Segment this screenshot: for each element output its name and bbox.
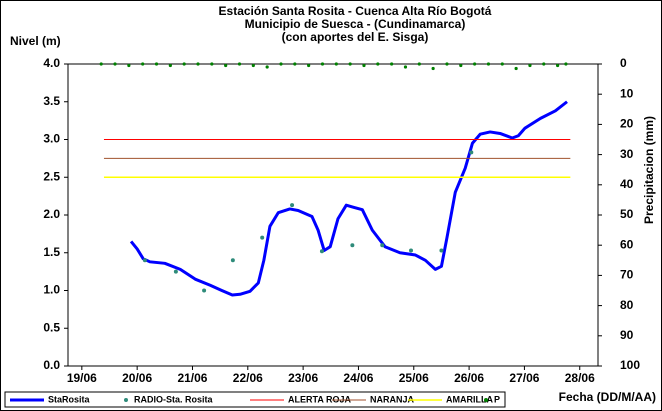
x-tick-label: 19/06 [67, 371, 97, 385]
series-point [380, 243, 385, 248]
series-point [224, 63, 228, 68]
chart-title: (con aportes del E. Sisga) [282, 30, 429, 44]
series-point [348, 62, 352, 66]
y-tick-label: 0.5 [43, 320, 60, 334]
series-point [556, 63, 560, 68]
chart-title: Municipio de Suesca - (Cundinamarca) [245, 17, 466, 31]
series-point [403, 65, 408, 69]
series-point [350, 243, 355, 248]
series-point [319, 249, 324, 254]
x-axis-title: Fecha (DD/M/AA) [559, 390, 656, 404]
x-tick-label: 27/06 [509, 371, 539, 385]
x-tick-label: 25/06 [399, 371, 429, 385]
series-point [202, 288, 207, 293]
y-tick-label: 4.0 [43, 56, 60, 70]
legend-label: P [494, 394, 500, 404]
series-point [113, 62, 117, 66]
y2-tick-label: 20 [620, 117, 634, 131]
series-point [142, 258, 147, 263]
series-point [154, 62, 159, 66]
y2-tick-label: 0 [620, 56, 627, 70]
y2-tick-label: 70 [620, 268, 634, 282]
series-point [542, 62, 546, 66]
x-tick-label: 21/06 [177, 371, 207, 385]
series-point [196, 62, 200, 66]
y-tick-label: 3.0 [43, 132, 60, 146]
series-point [251, 63, 255, 68]
plot-area [67, 63, 599, 367]
y-tick-label: 2.5 [43, 169, 60, 183]
series-point [445, 62, 449, 66]
y2-axis-title: Precipitacion (mm) [642, 116, 656, 224]
series-point [473, 62, 477, 66]
x-tick-label: 26/06 [454, 371, 484, 385]
series-point [514, 66, 518, 71]
series-point [459, 63, 463, 68]
y-tick-label: 1.0 [43, 283, 60, 297]
series-point [237, 62, 242, 66]
series-point [279, 62, 283, 66]
series-point [290, 203, 295, 208]
series-point [439, 248, 444, 253]
legend-label: RADIO-Sta. Rosita [134, 394, 214, 404]
series-point [182, 62, 186, 66]
series-point [265, 65, 269, 69]
y2-tick-label: 100 [620, 358, 640, 372]
series-point [390, 62, 394, 66]
series-point [320, 62, 325, 66]
series-point [307, 63, 311, 68]
series-point [334, 62, 338, 66]
y-tick-label: 2.0 [43, 207, 60, 221]
x-tick-label: 28/06 [565, 371, 595, 385]
x-tick-label: 20/06 [122, 371, 152, 385]
series-point [127, 63, 131, 68]
y2-tick-label: 40 [620, 177, 634, 191]
y2-tick-label: 60 [620, 237, 634, 251]
series-point [409, 248, 414, 253]
series-point [230, 258, 235, 263]
legend-label: StaRosita [48, 394, 91, 404]
chart-title: Estación Santa Rosita - Cuenca Alta Río … [219, 4, 492, 18]
series-point [500, 62, 504, 66]
series-point [210, 62, 214, 66]
y2-tick-label: 10 [620, 86, 634, 100]
legend-label: AMARILLA [446, 394, 493, 404]
y2-tick-label: 90 [620, 328, 634, 342]
x-tick-label: 22/06 [233, 371, 263, 385]
x-tick-label: 24/06 [343, 371, 373, 385]
y2-tick-label: 30 [620, 147, 634, 161]
legend-swatch [124, 398, 128, 402]
y-axis-title: Nivel (m) [10, 34, 61, 48]
series-point [486, 62, 491, 66]
y2-tick-label: 80 [620, 298, 634, 312]
y-tick-label: 0.0 [43, 358, 60, 372]
series-point [431, 66, 435, 71]
legend-label: ALERTA ROJA [288, 394, 352, 404]
series-point [362, 63, 366, 68]
y2-tick-label: 50 [620, 207, 634, 221]
series-point [141, 62, 145, 66]
series-point [293, 62, 297, 66]
series-point [260, 235, 265, 240]
y-tick-label: 1.5 [43, 245, 60, 259]
legend-label: NARANJA [370, 394, 415, 404]
series-point [528, 63, 532, 68]
x-tick-label: 23/06 [288, 371, 318, 385]
series-line [129, 100, 568, 297]
series-point [417, 62, 421, 66]
series-point [173, 269, 178, 274]
series-point [168, 63, 172, 68]
series-point [376, 62, 380, 66]
series-point [99, 62, 103, 66]
series-point [564, 62, 568, 66]
legend-swatch [484, 398, 488, 402]
series-point [469, 150, 474, 155]
y-tick-label: 3.5 [43, 94, 60, 108]
